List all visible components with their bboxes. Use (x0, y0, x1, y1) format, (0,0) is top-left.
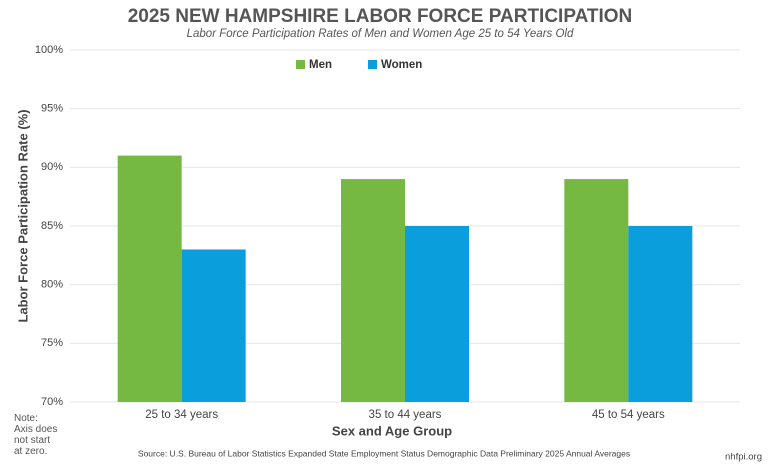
source: Source: U.S. Bureau of Labor Statistics … (138, 448, 630, 458)
note: Note: Axis does not start at zero. (14, 413, 58, 457)
bar (181, 249, 246, 402)
y-tick-label: 95% (41, 103, 63, 115)
legend-label: Women (381, 59, 422, 71)
legend-swatch (296, 60, 305, 69)
bar (628, 226, 693, 402)
x-tick-label: 35 to 44 years (369, 409, 442, 421)
y-tick-label: 90% (41, 161, 63, 173)
bar (117, 155, 182, 402)
y-tick-label: 75% (41, 337, 63, 349)
chart-title: 2025 NEW HAMPSHIRE LABOR FORCE PARTICIPA… (128, 6, 633, 27)
credit: nhfpi.org (725, 452, 762, 463)
bar (405, 226, 469, 402)
chart-subtitle: Labor Force Participation Rates of Men a… (187, 28, 574, 40)
y-tick-label: 70% (41, 396, 63, 408)
y-tick-label: 85% (41, 220, 63, 232)
y-tick-label: 100% (35, 44, 63, 56)
x-tick-label: 45 to 54 years (592, 409, 665, 421)
legend-swatch (368, 60, 377, 69)
y-tick-label: 80% (41, 279, 63, 291)
legend-label: Men (309, 59, 332, 71)
y-axis-label: Labor Force Participation Rate (%) (15, 109, 30, 322)
bar (341, 179, 405, 402)
x-tick-label: 25 to 34 years (145, 409, 218, 421)
bar (564, 179, 629, 402)
x-axis-label: Sex and Age Group (332, 423, 452, 438)
